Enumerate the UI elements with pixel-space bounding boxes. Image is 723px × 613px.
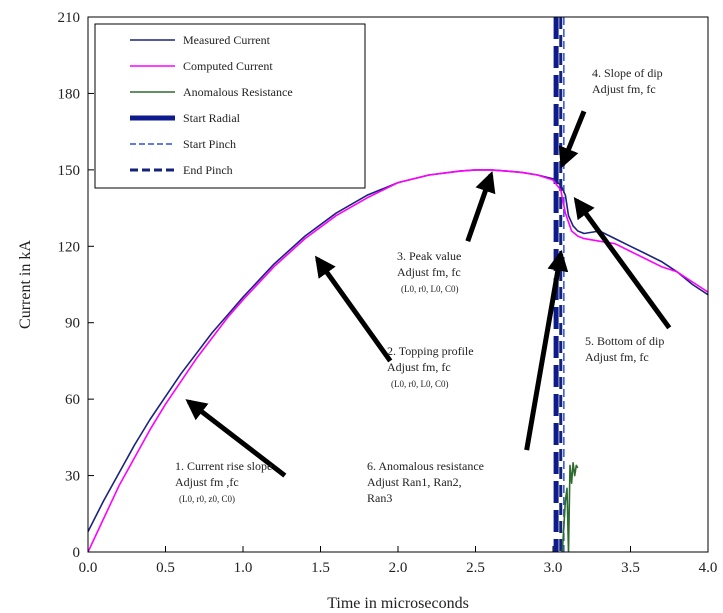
annotation-params: (L0, r0, L0, C0) [401,284,459,294]
annotation-arrow [573,197,672,330]
annotation-text: 1. Current rise slope [175,459,272,473]
annotation-text: Adjust Ran1, Ran2, [367,475,462,489]
legend-label: End Pinch [183,163,233,177]
series-anomalous-resistance [560,461,579,552]
annotation-arrow [465,170,496,243]
legend-box [94,23,366,189]
legend: Measured Current Computed Current Anomalou… [94,23,366,189]
annotation-text: 3. Peak value [397,249,461,263]
annotation-text: Adjust fm, fc [397,265,461,279]
x-tick-label: 2.0 [389,560,408,576]
x-tick-label: 0.5 [156,560,175,576]
annotation-params: (L0, r0, L0, C0) [391,379,449,389]
y-tick-label: 180 [58,86,81,102]
x-tick-label: 4.0 [699,560,718,576]
legend-label: Measured Current [183,33,271,47]
y-axis-title: Current in kA [17,240,34,329]
legend-label: Anomalous Resistance [183,85,293,99]
y-tick-label: 0 [73,545,81,561]
legend-label: Start Radial [183,111,241,125]
y-tick-label: 90 [65,316,80,332]
y-tick-label: 30 [65,469,80,485]
annotation-text: Adjust fm, fc [585,350,649,364]
annotation-arrow [524,249,569,451]
legend-label: Start Pinch [183,137,236,151]
annotations: 1. Current rise slope Adjust fm ,fc (L0, r… [175,66,672,505]
axis-labels: 0.0 0.5 1.0 1.5 2.0 2.5 3.0 3.5 4.0 0 30 60 90 120 150… [17,10,717,612]
annotation-text: 4. Slope of dip [592,66,663,80]
x-axis-title: Time in microseconds [327,595,469,612]
annotation-params: (L0, r0, z0, C0) [179,494,235,504]
annotation-arrow [185,399,287,478]
x-tick-label: 1.0 [234,560,253,576]
annotation-arrow [314,255,393,363]
annotation-text: Adjust fm, fc [387,360,451,374]
x-tick-label: 0.0 [79,560,98,576]
series-lines [88,169,708,552]
y-tick-label: 150 [58,163,81,179]
x-tick-label: 3.0 [544,560,563,576]
x-tick-label: 1.5 [311,560,330,576]
annotation-text: Adjust fm ,fc [175,475,239,489]
annotation-text: 5. Bottom of dip [585,334,664,348]
annotation-text: Adjust fm, fc [592,82,656,96]
y-tick-label: 120 [58,239,81,255]
series-computed-current [88,169,708,552]
plot-frame [87,16,709,553]
annotation-arrow [558,110,587,169]
annotation-text: 6. Anomalous resistance [367,459,484,473]
x-tick-label: 2.5 [466,560,485,576]
annotation-text: Ran3 [367,491,392,505]
y-tick-label: 210 [58,10,81,26]
annotation-text: 2. Topping profile [387,344,474,358]
x-tick-label: 3.5 [621,560,640,576]
y-tick-label: 60 [65,392,80,408]
legend-label: Computed Current [183,59,273,73]
